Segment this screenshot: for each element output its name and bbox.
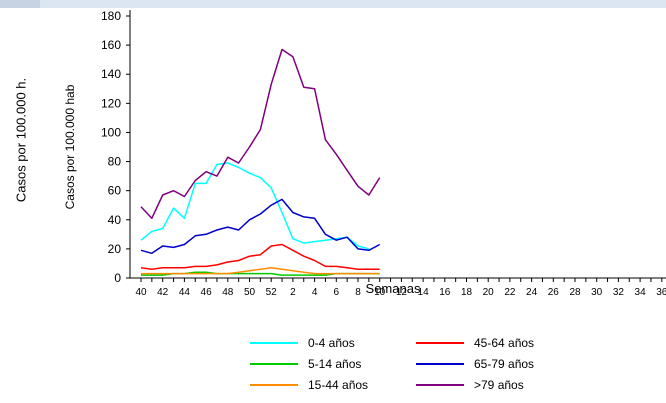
y-tick-label: 0 bbox=[114, 271, 121, 285]
legend-label: >79 años bbox=[474, 378, 524, 392]
series-line-65-79-a-os bbox=[140, 198, 381, 255]
x-tick-label: 6 bbox=[334, 287, 340, 298]
x-tick-label: 16 bbox=[439, 287, 451, 298]
series-line-0-4-a-os bbox=[140, 162, 370, 250]
series-line-15-44-a-os bbox=[141, 267, 380, 275]
y-tick-label: 140 bbox=[101, 67, 121, 81]
legend-swatch bbox=[250, 342, 298, 344]
x-tick-label: 46 bbox=[201, 287, 213, 298]
x-tick-label: 34 bbox=[635, 287, 647, 298]
chart-series bbox=[140, 48, 381, 276]
x-tick-label: 52 bbox=[266, 287, 278, 298]
legend-swatch bbox=[250, 363, 298, 365]
legend-label: 65-79 años bbox=[474, 357, 535, 371]
legend-item: 45-64 años bbox=[416, 333, 534, 353]
x-tick-label: 10 bbox=[374, 287, 386, 298]
x-tick-label: 26 bbox=[548, 287, 560, 298]
x-tick-label: 36 bbox=[656, 287, 666, 298]
x-tick-label: 50 bbox=[244, 287, 256, 298]
y-tick-label: 20 bbox=[108, 242, 122, 256]
x-tick-label: 2 bbox=[290, 287, 296, 298]
legend-swatch bbox=[250, 384, 298, 386]
x-tick-label: 8 bbox=[355, 287, 361, 298]
series-line-79-a-os bbox=[140, 48, 381, 220]
y-tick-label: 160 bbox=[101, 38, 121, 52]
x-tick-label: 48 bbox=[222, 287, 234, 298]
legend-label: 0-4 años bbox=[308, 336, 355, 350]
y-tick-label: 100 bbox=[101, 125, 121, 139]
y-axis-label: Casos por 100.000 hab bbox=[63, 84, 77, 209]
x-tick-label: 14 bbox=[418, 287, 430, 298]
x-tick-label: 24 bbox=[526, 287, 538, 298]
x-tick-label: 30 bbox=[591, 287, 603, 298]
x-tick-label: 4 bbox=[312, 287, 318, 298]
legend-swatch bbox=[416, 384, 464, 386]
legend-item: 5-14 años bbox=[250, 354, 361, 374]
x-tick-label: 22 bbox=[504, 287, 516, 298]
legend-swatch bbox=[416, 363, 464, 365]
legend-label: 15-44 años bbox=[308, 378, 369, 392]
x-tick-label: 32 bbox=[613, 287, 625, 298]
y-tick-label: 180 bbox=[101, 9, 121, 23]
legend-swatch bbox=[416, 342, 464, 344]
y-tick-label: 60 bbox=[108, 184, 122, 198]
legend-label: 45-64 años bbox=[474, 336, 535, 350]
y-tick-label: 120 bbox=[101, 96, 121, 110]
legend-item: 65-79 años bbox=[416, 354, 534, 374]
x-tick-label: 12 bbox=[396, 287, 408, 298]
x-tick-label: 42 bbox=[157, 287, 169, 298]
x-axis-label: Semanas bbox=[366, 281, 421, 296]
top-strip-tab bbox=[0, 0, 40, 8]
legend-item: 15-44 años bbox=[250, 375, 368, 395]
series-line-45-64-a-os bbox=[140, 243, 380, 271]
legend-label: 5-14 años bbox=[308, 357, 362, 371]
x-tick-label: 20 bbox=[483, 287, 495, 298]
x-tick-label: 18 bbox=[461, 287, 473, 298]
x-tick-label: 28 bbox=[569, 287, 581, 298]
legend-item: >79 años bbox=[416, 375, 524, 395]
y-tick-label: 80 bbox=[108, 155, 122, 169]
x-tick-label: 44 bbox=[179, 287, 191, 298]
top-strip bbox=[0, 0, 666, 8]
x-tick-label: 40 bbox=[135, 287, 147, 298]
legend-item: 0-4 años bbox=[250, 333, 355, 353]
y-tick-label: 40 bbox=[108, 213, 122, 227]
chart-legend: 0-4 años 5-14 años 15-44 años 45-64 años 65-… bbox=[250, 333, 666, 403]
